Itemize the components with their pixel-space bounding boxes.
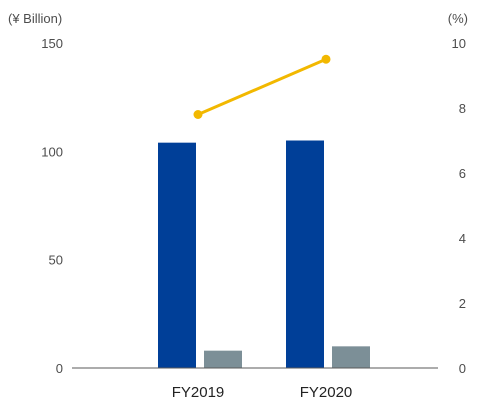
right-axis-tick-label: 0 [459, 361, 466, 376]
right-axis-tick-label: 6 [459, 166, 466, 181]
right-axis-tick-label: 10 [452, 36, 466, 51]
left-axis-ticks: 0 50 100 150 [41, 36, 63, 376]
right-axis-tick-label: 4 [459, 231, 466, 246]
ratio-line-series [193, 54, 331, 119]
right-axis-tick-label: 8 [459, 101, 466, 116]
category-labels: FY2019 FY2020 [172, 384, 353, 401]
ratio-point-fy2020 [321, 54, 331, 64]
bar-primary-fy2019 [158, 142, 196, 368]
left-axis-tick-label: 100 [41, 144, 63, 159]
right-axis-ticks: 0 2 4 6 8 10 [452, 36, 466, 376]
ratio-point-fy2019 [193, 110, 203, 119]
bar-primary-fy2020 [286, 140, 324, 368]
left-axis-tick-label: 150 [41, 36, 63, 51]
bar-series-group [158, 140, 370, 368]
bar-secondary-fy2020 [332, 346, 370, 368]
left-axis-tick-label: 50 [49, 253, 63, 268]
right-axis-tick-label: 2 [459, 296, 466, 311]
left-axis-unit-label: (¥ Billion) [8, 11, 62, 26]
ratio-line [196, 57, 328, 116]
left-axis-tick-label: 0 [56, 361, 63, 376]
category-label: FY2019 [172, 384, 225, 401]
right-axis-unit-label: (%) [448, 11, 468, 26]
bar-secondary-fy2019 [204, 350, 242, 368]
category-label: FY2020 [300, 384, 353, 401]
